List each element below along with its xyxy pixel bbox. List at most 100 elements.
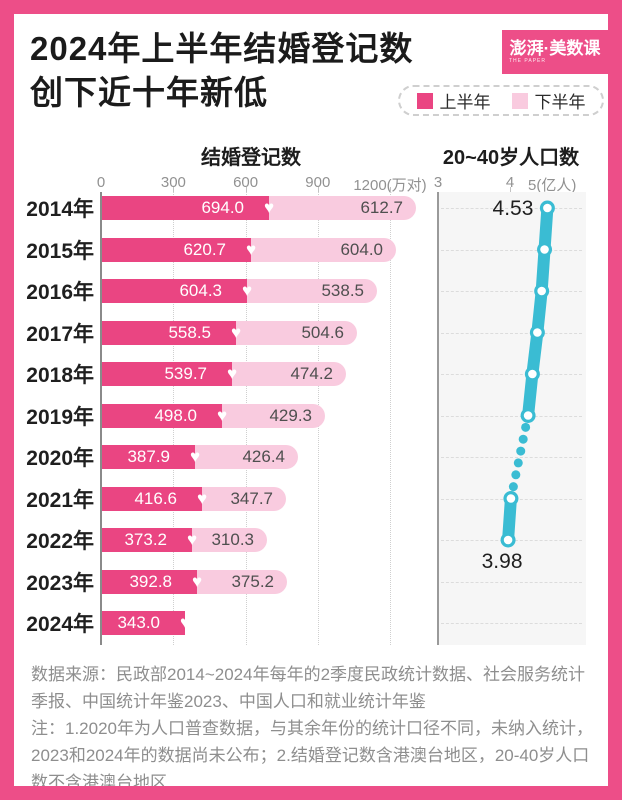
legend-label-first-half: 上半年	[439, 93, 491, 112]
legend-label-second-half: 下半年	[534, 93, 586, 112]
bar-second-half	[197, 569, 287, 594]
year-label: 2015年	[26, 239, 94, 263]
footnote: 注：1.2020年为人口普查数据，与其余年份的统计口径不同，未纳入统计，2023…	[31, 719, 593, 792]
heart-icon: ♥	[245, 239, 257, 259]
bar-second-half	[222, 403, 325, 428]
line-gridline	[441, 249, 582, 251]
bar-axis-tick: 900	[305, 174, 331, 191]
footer-notes: 数据来源：民政部2014~2024年每年的2季度民政统计数据、社会服务统计季报、…	[31, 661, 594, 792]
bar-first-half	[102, 528, 192, 552]
bar-second-half	[251, 237, 396, 262]
page-title: 2024年上半年结婚登记数 创下近十年新低	[30, 27, 413, 115]
bar-axis-tickmark	[173, 187, 175, 192]
bar-first-half	[102, 320, 236, 345]
bar-row-2019: 2019年 498.0 429.3 ♥	[26, 403, 345, 429]
bar-row-2016: 2016年 604.3 538.5 ♥	[26, 279, 397, 304]
title-line-1: 2024年上半年结婚登记数	[30, 30, 414, 67]
year-label: 2014年	[26, 198, 94, 221]
heart-icon: ♥	[241, 280, 253, 300]
title-line-2: 创下近十年新低	[30, 74, 268, 111]
line-gridline	[441, 291, 582, 292]
bar-second-half	[269, 196, 416, 220]
value-second-half: 538.5	[321, 281, 364, 300]
bar-row-2020: 2020年 387.9 426.4 ♥	[26, 445, 318, 470]
line-axis-tick: 4	[505, 174, 515, 191]
bar-first-half	[102, 362, 232, 386]
value-second-half: 612.7	[360, 198, 403, 217]
bar-axis-tick: 600	[233, 174, 259, 191]
year-label: 2019年	[26, 405, 94, 429]
bar-second-half	[247, 279, 377, 303]
heart-icon: ♥	[186, 529, 198, 549]
bar-axis-tickmark	[390, 187, 391, 192]
bar-row-2015: 2015年 620.7 604.0 ♥	[26, 237, 416, 263]
value-first-half: 373.2	[124, 530, 167, 549]
heart-icon: ♥	[179, 612, 191, 632]
bar-second-half	[192, 528, 267, 552]
line-gridline	[441, 457, 582, 458]
value-second-half: 426.4	[242, 447, 285, 466]
value-first-half: 620.7	[183, 239, 226, 259]
value-first-half: 558.5	[168, 322, 211, 342]
brand-logo: 澎湃·美数课 THE PAPER	[502, 30, 608, 74]
bar-second-half	[195, 445, 298, 469]
brand-logo-subtext: THE PAPER	[509, 58, 546, 64]
bar-second-half	[202, 486, 286, 511]
bar-chart-title: 结婚登记数	[201, 147, 301, 169]
value-first-half: 392.8	[129, 571, 172, 591]
bar-first-half	[102, 237, 251, 262]
heart-icon: ♥	[230, 322, 242, 342]
legend-swatch-second-half	[511, 92, 528, 109]
bar-row-2017: 2017年 558.5 504.6 ♥	[26, 320, 377, 346]
value-first-half: 539.7	[164, 364, 207, 383]
value-first-half: 498.0	[154, 405, 197, 425]
value-second-half: 347.7	[230, 488, 273, 508]
value-second-half: 604.0	[340, 239, 383, 259]
bar-first-half	[102, 569, 197, 594]
bar-second-half	[232, 362, 346, 386]
bar-first-half	[102, 403, 222, 428]
bar-row-2023: 2023年 392.8 375.2 ♥	[26, 569, 307, 595]
bar-first-half	[102, 279, 247, 303]
bar-first-half	[102, 445, 195, 469]
year-label: 2024年	[26, 613, 94, 636]
line-axis-tickmark	[510, 187, 511, 192]
bar-chart-axis-line	[100, 192, 102, 645]
bar-axis-tickmark	[317, 187, 319, 192]
year-label: 2023年	[26, 571, 94, 595]
value-second-half: 504.6	[301, 322, 344, 342]
line-chart-title: 20~40岁人口数	[442, 147, 580, 169]
line-axis-tick: 3	[433, 174, 443, 191]
bar-second-half	[236, 320, 357, 345]
brand-logo-text: 澎湃·美数课	[509, 39, 601, 58]
line-gridline	[441, 415, 582, 417]
bar-row-2014: 2014年 694.0 612.7 ♥	[26, 196, 436, 221]
year-label: 2018年	[26, 364, 94, 387]
bar-row-2018: 2018年 539.7 474.2 ♥	[26, 362, 366, 387]
legend-swatch-first-half	[416, 92, 433, 109]
value-first-half: 416.6	[134, 488, 177, 508]
year-label: 2017年	[26, 322, 94, 346]
bar-row-2021: 2021年 416.6 347.7 ♥	[26, 486, 306, 512]
heart-icon: ♥	[196, 488, 208, 508]
bar-gridline	[390, 192, 391, 645]
heart-icon: ♥	[191, 571, 203, 591]
bar-first-half	[102, 196, 269, 220]
year-label: 2020年	[26, 447, 94, 470]
value-second-half: 429.3	[269, 405, 312, 425]
line-gridline	[441, 498, 582, 500]
bar-axis-tick: 300	[160, 174, 186, 191]
line-axis-tick: 5(亿人)	[528, 177, 577, 194]
bar-axis-tick: 0	[96, 174, 106, 191]
bar-row-2024: 2024年 343.0 ♥	[26, 611, 205, 636]
line-gridline	[441, 623, 582, 624]
value-first-half: 343.0	[117, 613, 160, 632]
year-label: 2021年	[26, 488, 94, 512]
year-label: 2016年	[26, 281, 94, 304]
bar-first-half	[102, 486, 202, 511]
heart-icon: ♥	[189, 446, 201, 466]
heart-icon: ♥	[226, 363, 238, 383]
bar-axis-tick: 1200(万对)	[353, 177, 427, 194]
value-second-half: 375.2	[231, 571, 274, 591]
